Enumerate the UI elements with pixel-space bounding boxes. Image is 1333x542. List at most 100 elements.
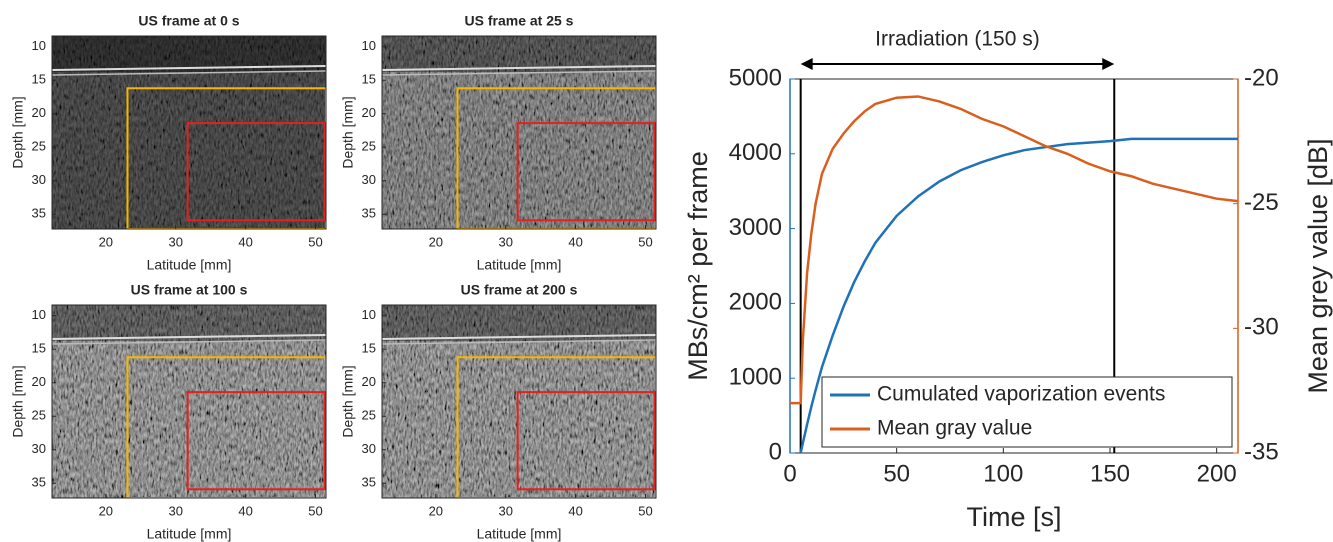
panel-title: US frame at 200 s <box>461 282 578 298</box>
y2-tick-label: -30 <box>1244 314 1279 341</box>
panel-title: US frame at 100 s <box>131 282 248 298</box>
x-axis-label: Time [s] <box>966 502 1061 532</box>
x-tick-label: 100 <box>983 460 1023 487</box>
y-tick-label: 10 <box>32 307 46 322</box>
x-axis-label: Latitude [mm] <box>147 526 232 542</box>
y-tick-label: 10 <box>362 38 376 53</box>
y-tick-label: 20 <box>362 105 376 120</box>
x-tick-label: 40 <box>568 234 582 249</box>
axes-box <box>51 35 327 230</box>
roi-box <box>126 87 326 229</box>
axes-box <box>381 35 657 230</box>
arrow-head <box>1102 58 1115 70</box>
membrane <box>382 339 656 345</box>
membrane <box>382 70 656 76</box>
panel-title: US frame at 0 s <box>138 13 239 29</box>
y-tick-label: 4000 <box>729 139 782 166</box>
roi-box <box>516 122 656 222</box>
roi-box <box>186 122 326 222</box>
x-tick-label: 20 <box>99 234 113 249</box>
image-panel <box>382 36 656 229</box>
y-tick-label: 15 <box>32 341 46 356</box>
x-tick-label: 40 <box>238 234 252 249</box>
x-tick-label: 20 <box>99 503 113 518</box>
y-tick-label: 1000 <box>729 364 782 391</box>
y-tick-label: 10 <box>32 38 46 53</box>
roi-box <box>516 391 656 491</box>
y-tick-label: 20 <box>32 374 46 389</box>
y-tick-label: 15 <box>32 72 46 87</box>
y-tick-label: 0 <box>769 438 782 465</box>
x-tick-label: 30 <box>168 503 182 518</box>
y-tick-label: 30 <box>362 172 376 187</box>
x-tick-label: 20 <box>429 503 443 518</box>
x-tick-label: 20 <box>429 234 443 249</box>
x-tick-label: 50 <box>308 234 322 249</box>
y2-axis-label: Mean grey value [dB] <box>1303 138 1333 393</box>
y-tick-label: 20 <box>362 374 376 389</box>
axes-box <box>381 304 657 499</box>
y-tick-label: 15 <box>362 72 376 87</box>
x-tick-label: 40 <box>568 503 582 518</box>
roi-box <box>186 391 326 491</box>
roi-box <box>456 356 656 498</box>
membrane <box>52 70 326 76</box>
y-tick-label: 35 <box>32 475 46 490</box>
x-tick-label: 50 <box>638 503 652 518</box>
y-tick-label: 10 <box>362 307 376 322</box>
x-axis-label: Latitude [mm] <box>477 526 562 542</box>
axes-box <box>51 304 327 499</box>
y-axis-label: Depth [mm] <box>10 365 26 437</box>
annotation: Irradiation (150 s) <box>875 28 1040 51</box>
membrane <box>52 65 326 71</box>
y-tick-label: 15 <box>362 341 376 356</box>
y-tick-label: 25 <box>362 139 376 154</box>
roi-box <box>126 356 326 498</box>
y-tick-label: 25 <box>362 408 376 423</box>
x-axis-label: Latitude [mm] <box>477 257 562 273</box>
x-tick-label: 30 <box>498 503 512 518</box>
y-tick-label: 30 <box>32 172 46 187</box>
x-tick-label: 40 <box>238 503 252 518</box>
roi-box <box>456 87 656 229</box>
y-axis-label: MBs/cm² per frame <box>683 151 713 381</box>
y-tick-label: 30 <box>32 441 46 456</box>
legend-box <box>821 376 1233 448</box>
y-tick-label: 5000 <box>729 64 782 91</box>
x-tick-label: 150 <box>1090 460 1130 487</box>
membrane <box>382 65 656 71</box>
y-axis-label: Depth [mm] <box>340 365 356 437</box>
y2-tick-label: -20 <box>1244 64 1279 91</box>
y-tick-label: 25 <box>32 408 46 423</box>
y-tick-label: 35 <box>362 475 376 490</box>
image-panel <box>52 305 326 498</box>
panel-title: US frame at 25 s <box>465 13 574 29</box>
y-axis-label: Depth [mm] <box>10 96 26 168</box>
image-panel <box>52 36 326 229</box>
membrane <box>382 334 656 340</box>
x-tick-label: 200 <box>1197 460 1237 487</box>
legend-label: Cumulated vaporization events <box>877 383 1165 406</box>
series-line <box>799 137 1238 454</box>
x-tick-label: 30 <box>498 234 512 249</box>
series-line <box>790 95 1239 405</box>
x-tick-label: 30 <box>168 234 182 249</box>
x-axis-label: Latitude [mm] <box>147 257 232 273</box>
y-tick-label: 20 <box>32 105 46 120</box>
legend-label: Mean gray value <box>877 417 1032 440</box>
y-tick-label: 30 <box>362 441 376 456</box>
membrane <box>52 334 326 340</box>
y2-tick-label: -35 <box>1244 438 1279 465</box>
x-tick-label: 50 <box>308 503 322 518</box>
y-axis-label: Depth [mm] <box>340 96 356 168</box>
x-tick-label: 50 <box>883 460 910 487</box>
x-tick-label: 50 <box>638 234 652 249</box>
y-tick-label: 3000 <box>729 214 782 241</box>
x-tick-label: 0 <box>783 460 796 487</box>
y-tick-label: 35 <box>362 206 376 221</box>
y-tick-label: 35 <box>32 206 46 221</box>
membrane <box>52 339 326 345</box>
y-tick-label: 25 <box>32 139 46 154</box>
image-panel <box>382 305 656 498</box>
